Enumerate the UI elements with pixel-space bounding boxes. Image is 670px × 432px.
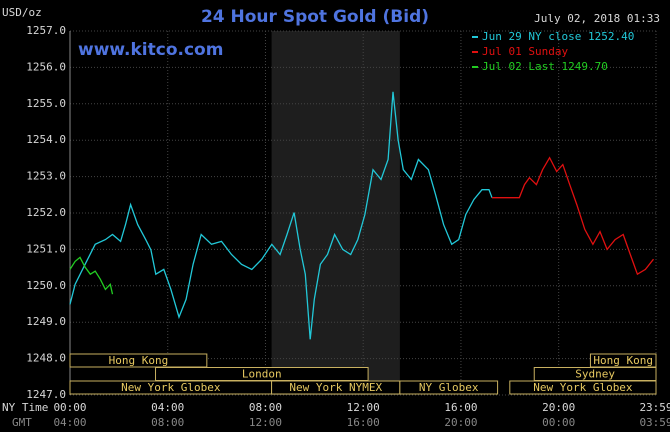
legend-label: Jul 02 Last 1249.70 — [482, 60, 608, 73]
x2-axis-label: GMT — [12, 416, 32, 429]
y-tick-label: 1252.0 — [26, 206, 66, 219]
x-tick-label: 08:00 — [249, 401, 282, 414]
timestamp: July 02, 2018 01:33 — [534, 12, 660, 25]
x2-tick-label: 04:00 — [53, 416, 86, 429]
y-tick-label: 1254.0 — [26, 133, 66, 146]
x2-tick-label: 03:59 — [639, 416, 670, 429]
legend-label: Jun 29 NY close 1252.40 — [482, 30, 634, 43]
y-tick-label: 1253.0 — [26, 170, 66, 183]
watermark: www.kitco.com — [78, 40, 223, 60]
session-label: Hong Kong — [593, 354, 653, 367]
x2-tick-label: 08:00 — [151, 416, 184, 429]
x-tick-label: 00:00 — [53, 401, 86, 414]
y-tick-label: 1256.0 — [26, 60, 66, 73]
session-box — [69, 353, 208, 368]
y-tick-label: 1248.0 — [26, 352, 66, 365]
series-line — [69, 256, 114, 295]
y-tick-label: 1249.0 — [26, 315, 66, 328]
x-tick-label: 23:59 — [639, 401, 670, 414]
y-tick-label: 1247.0 — [26, 388, 66, 401]
shaded-region — [271, 31, 400, 395]
x-axis-label: NY Time — [2, 401, 48, 414]
y-tick-label: 1251.0 — [26, 242, 66, 255]
session-label: New York Globex — [121, 381, 221, 394]
series-line — [69, 91, 493, 340]
y-tick-label: 1250.0 — [26, 279, 66, 292]
x-tick-label: 20:00 — [542, 401, 575, 414]
x2-tick-label: 00:00 — [542, 416, 575, 429]
session-label: New York NYMEX — [289, 381, 382, 394]
legend-label: Jul 01 Sunday — [482, 45, 568, 58]
y-tick-label: 1255.0 — [26, 97, 66, 110]
plot: 1247.0 1248.0 1249.0 1250.0 1251.0 1252.0 1253… — [26, 24, 670, 429]
x2-tick-label: 12:00 — [249, 416, 282, 429]
session-box — [399, 380, 499, 395]
session-label: London — [242, 368, 282, 381]
x2-tick-label: 16:00 — [347, 416, 380, 429]
x-tick-label: 16:00 — [444, 401, 477, 414]
session-label: New York Globex — [533, 381, 633, 394]
session-label: NY Globex — [419, 381, 479, 394]
x-tick-label: 04:00 — [151, 401, 184, 414]
chart-title: 24 Hour Spot Gold (Bid) — [201, 7, 429, 27]
session-label: Sydney — [575, 368, 615, 381]
y-axis-label: USD/oz — [2, 6, 42, 19]
x-tick-label: 12:00 — [347, 401, 380, 414]
session-label: Hong Kong — [109, 354, 169, 367]
y-tick-label: 1257.0 — [26, 24, 66, 37]
session-box — [509, 380, 657, 395]
series-line — [492, 156, 655, 276]
x2-tick-label: 20:00 — [444, 416, 477, 429]
